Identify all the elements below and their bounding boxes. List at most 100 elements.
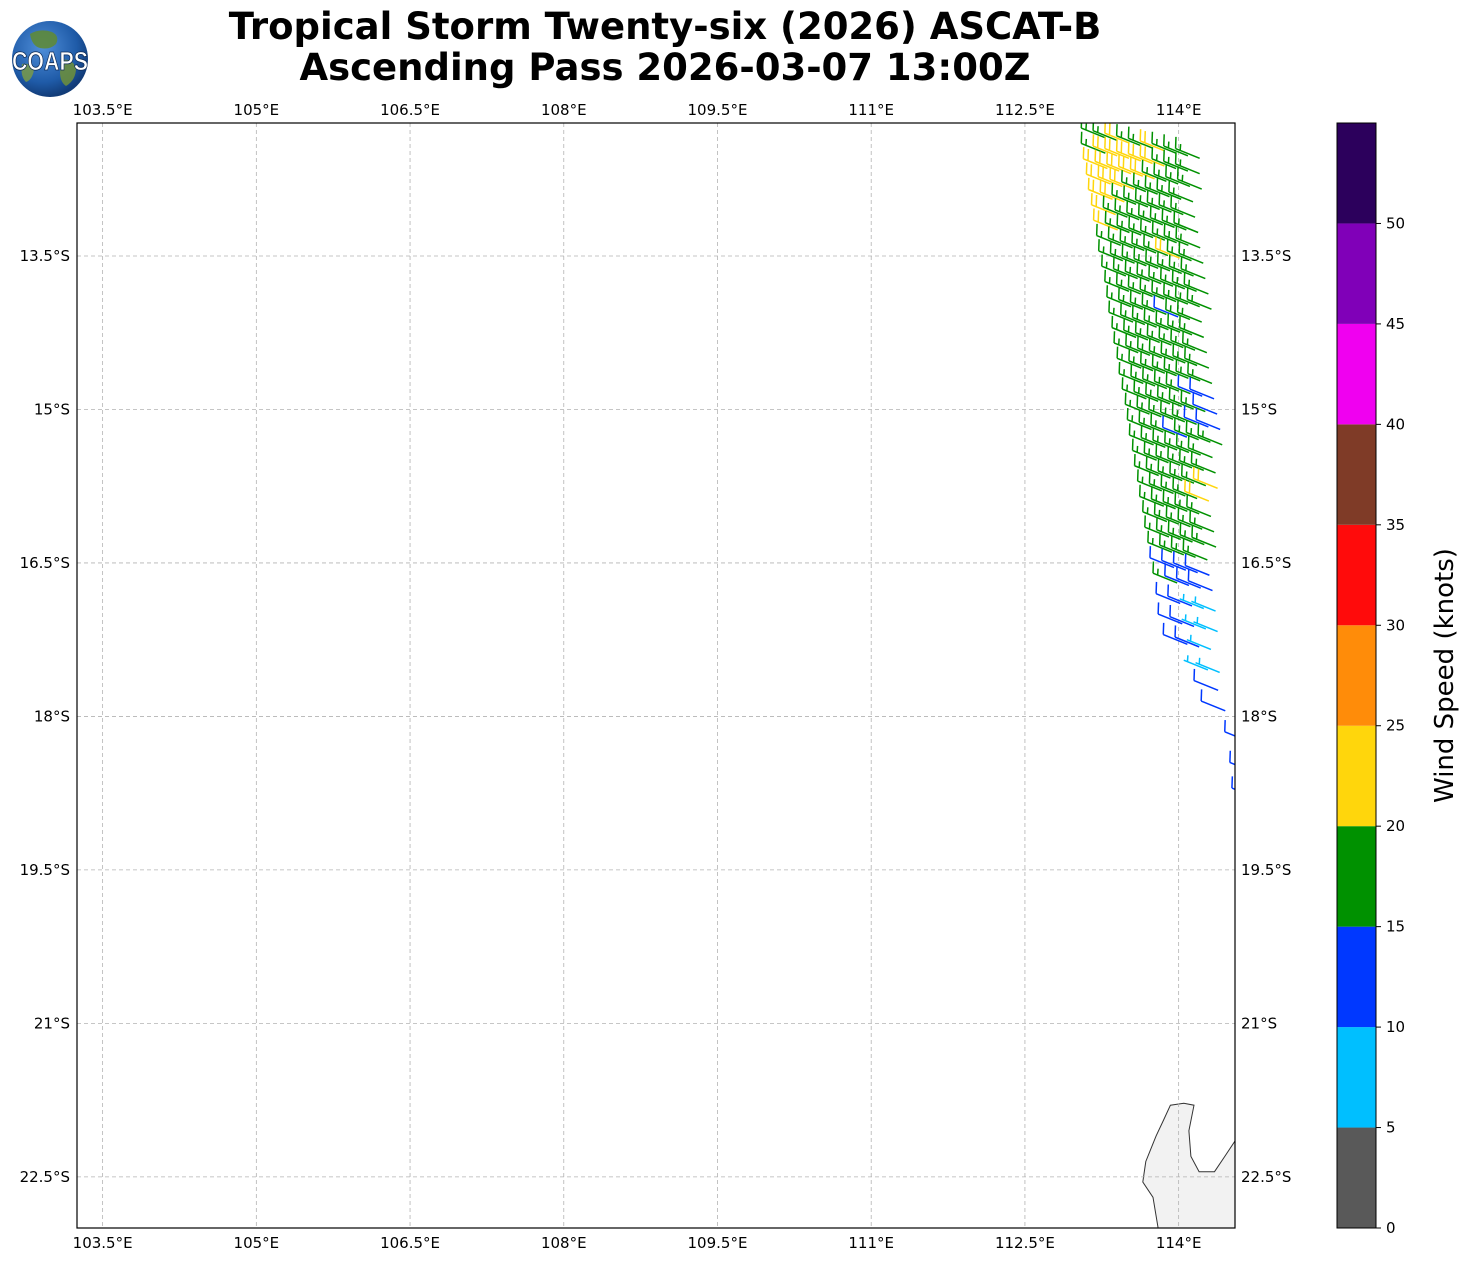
gridlines [77, 123, 1235, 1228]
wind-barb [1162, 622, 1188, 646]
wind-barb [1152, 561, 1178, 584]
wind-barb [1151, 280, 1177, 303]
wind-barb [1133, 454, 1159, 477]
wind-barb [1092, 123, 1118, 142]
wind-barb [1116, 346, 1142, 369]
wind-barb [1121, 170, 1147, 193]
wind-barb [1160, 341, 1186, 364]
wind-barb [1136, 336, 1163, 359]
wind-barb [1170, 535, 1196, 559]
wind-barb [1121, 244, 1147, 267]
wind-barb [1143, 308, 1169, 331]
wind-barb [1195, 657, 1220, 674]
colorbar-bin [1337, 123, 1376, 224]
wind-barb [1197, 423, 1223, 446]
wind-barb [1151, 131, 1177, 154]
wind-barb [1125, 333, 1151, 356]
wind-barb [1200, 689, 1226, 712]
wind-barb [1144, 515, 1170, 538]
colorbar-bin [1337, 1027, 1376, 1128]
lat-tick-label-right: 15°S [1241, 400, 1277, 418]
lat-tick-label-right: 22.5°S [1241, 1168, 1291, 1186]
wind-barb [1092, 208, 1118, 231]
wind-barb [1187, 569, 1213, 592]
wind-barb [1170, 328, 1196, 351]
lon-tick-label-top: 112.5°E [995, 101, 1055, 119]
wind-barb [1192, 392, 1218, 415]
wind-barb [1179, 593, 1205, 610]
lon-tick-label-bottom: 114°E [1156, 1234, 1202, 1252]
lon-tick-label-top: 114°E [1156, 101, 1202, 119]
wind-barb [1180, 390, 1206, 413]
wind-barb [1183, 405, 1209, 428]
wind-barb [1156, 251, 1183, 275]
wind-barb [1142, 367, 1168, 390]
wind-barb [1126, 407, 1152, 431]
wind-barb [1231, 776, 1235, 791]
wind-barb [1118, 361, 1144, 385]
colorbar: 0 5 10 15 20 25 30 35 40 45 50 Wind Speed (knots) [1336, 122, 1460, 1237]
wind-barb [1180, 257, 1206, 280]
wind-barb [1097, 164, 1123, 188]
wind-barb [1190, 451, 1216, 474]
wind-barb [1184, 553, 1210, 576]
wind-barb [1136, 469, 1163, 492]
wind-barb [1148, 471, 1174, 495]
colorbar-bin [1337, 1127, 1376, 1228]
wind-barb [1104, 211, 1130, 234]
wind-barb [1167, 446, 1193, 469]
wind-barb [1117, 287, 1144, 310]
wind-barb [1151, 354, 1177, 377]
wind-barb [1181, 331, 1208, 354]
lat-tick-label-left: 13.5°S [20, 247, 70, 265]
wind-barb [1161, 208, 1187, 231]
wind-barb [1139, 129, 1165, 152]
wind-barb [1163, 356, 1189, 379]
wind-barb [1136, 262, 1162, 285]
wind-barb [1141, 292, 1167, 316]
wind-barb [1163, 134, 1189, 157]
wind-barb [1164, 431, 1190, 454]
page-title: Tropical Storm Twenty-six (2026) ASCAT-B… [160, 6, 1170, 88]
wind-barb [1115, 139, 1142, 162]
wind-barb [1158, 533, 1185, 556]
wind-barb [1163, 282, 1189, 305]
wind-barb [1153, 295, 1179, 318]
lat-tick-label-left: 15°S [34, 400, 70, 418]
wind-barb [1185, 420, 1211, 443]
lon-tick-label-top: 103.5°E [73, 101, 133, 119]
wind-barb [1123, 185, 1149, 208]
wind-barb [1114, 198, 1140, 221]
wind-barb [1163, 149, 1189, 172]
lat-tick-label-left: 22.5°S [20, 1168, 70, 1186]
colorbar-tick-label: 25 [1386, 717, 1405, 735]
wind-barb [1145, 249, 1171, 272]
wind-barb [1175, 433, 1201, 456]
wind-barb [1141, 159, 1167, 183]
wind-barb [1177, 507, 1203, 530]
wind-barb [1151, 221, 1177, 244]
wind-barb [1177, 374, 1203, 397]
colorbar-bin [1337, 323, 1376, 425]
wind-barb [1080, 123, 1106, 139]
wind-barb [1178, 448, 1205, 472]
wind-barb [1224, 720, 1235, 737]
wind-barb [1080, 131, 1106, 154]
colorbar-bin [1337, 524, 1376, 626]
colorbar-tick-label: 30 [1386, 616, 1405, 634]
wind-barb [1147, 530, 1173, 553]
lon-tick-label-top: 111°E [848, 101, 894, 119]
wind-barb [1183, 272, 1209, 295]
wind-barb [1157, 459, 1183, 482]
wind-barb [1139, 351, 1166, 374]
wind-barb [1171, 269, 1197, 293]
lon-tick-label-top: 106.5°E [380, 101, 440, 119]
wind-barb [1095, 223, 1122, 246]
wind-barb [1106, 285, 1132, 308]
colorbar-bin [1337, 625, 1376, 726]
wind-barb [1164, 564, 1190, 587]
wind-barb [1107, 226, 1133, 249]
wind-barb [1126, 200, 1152, 223]
wind-barb [1131, 231, 1157, 254]
